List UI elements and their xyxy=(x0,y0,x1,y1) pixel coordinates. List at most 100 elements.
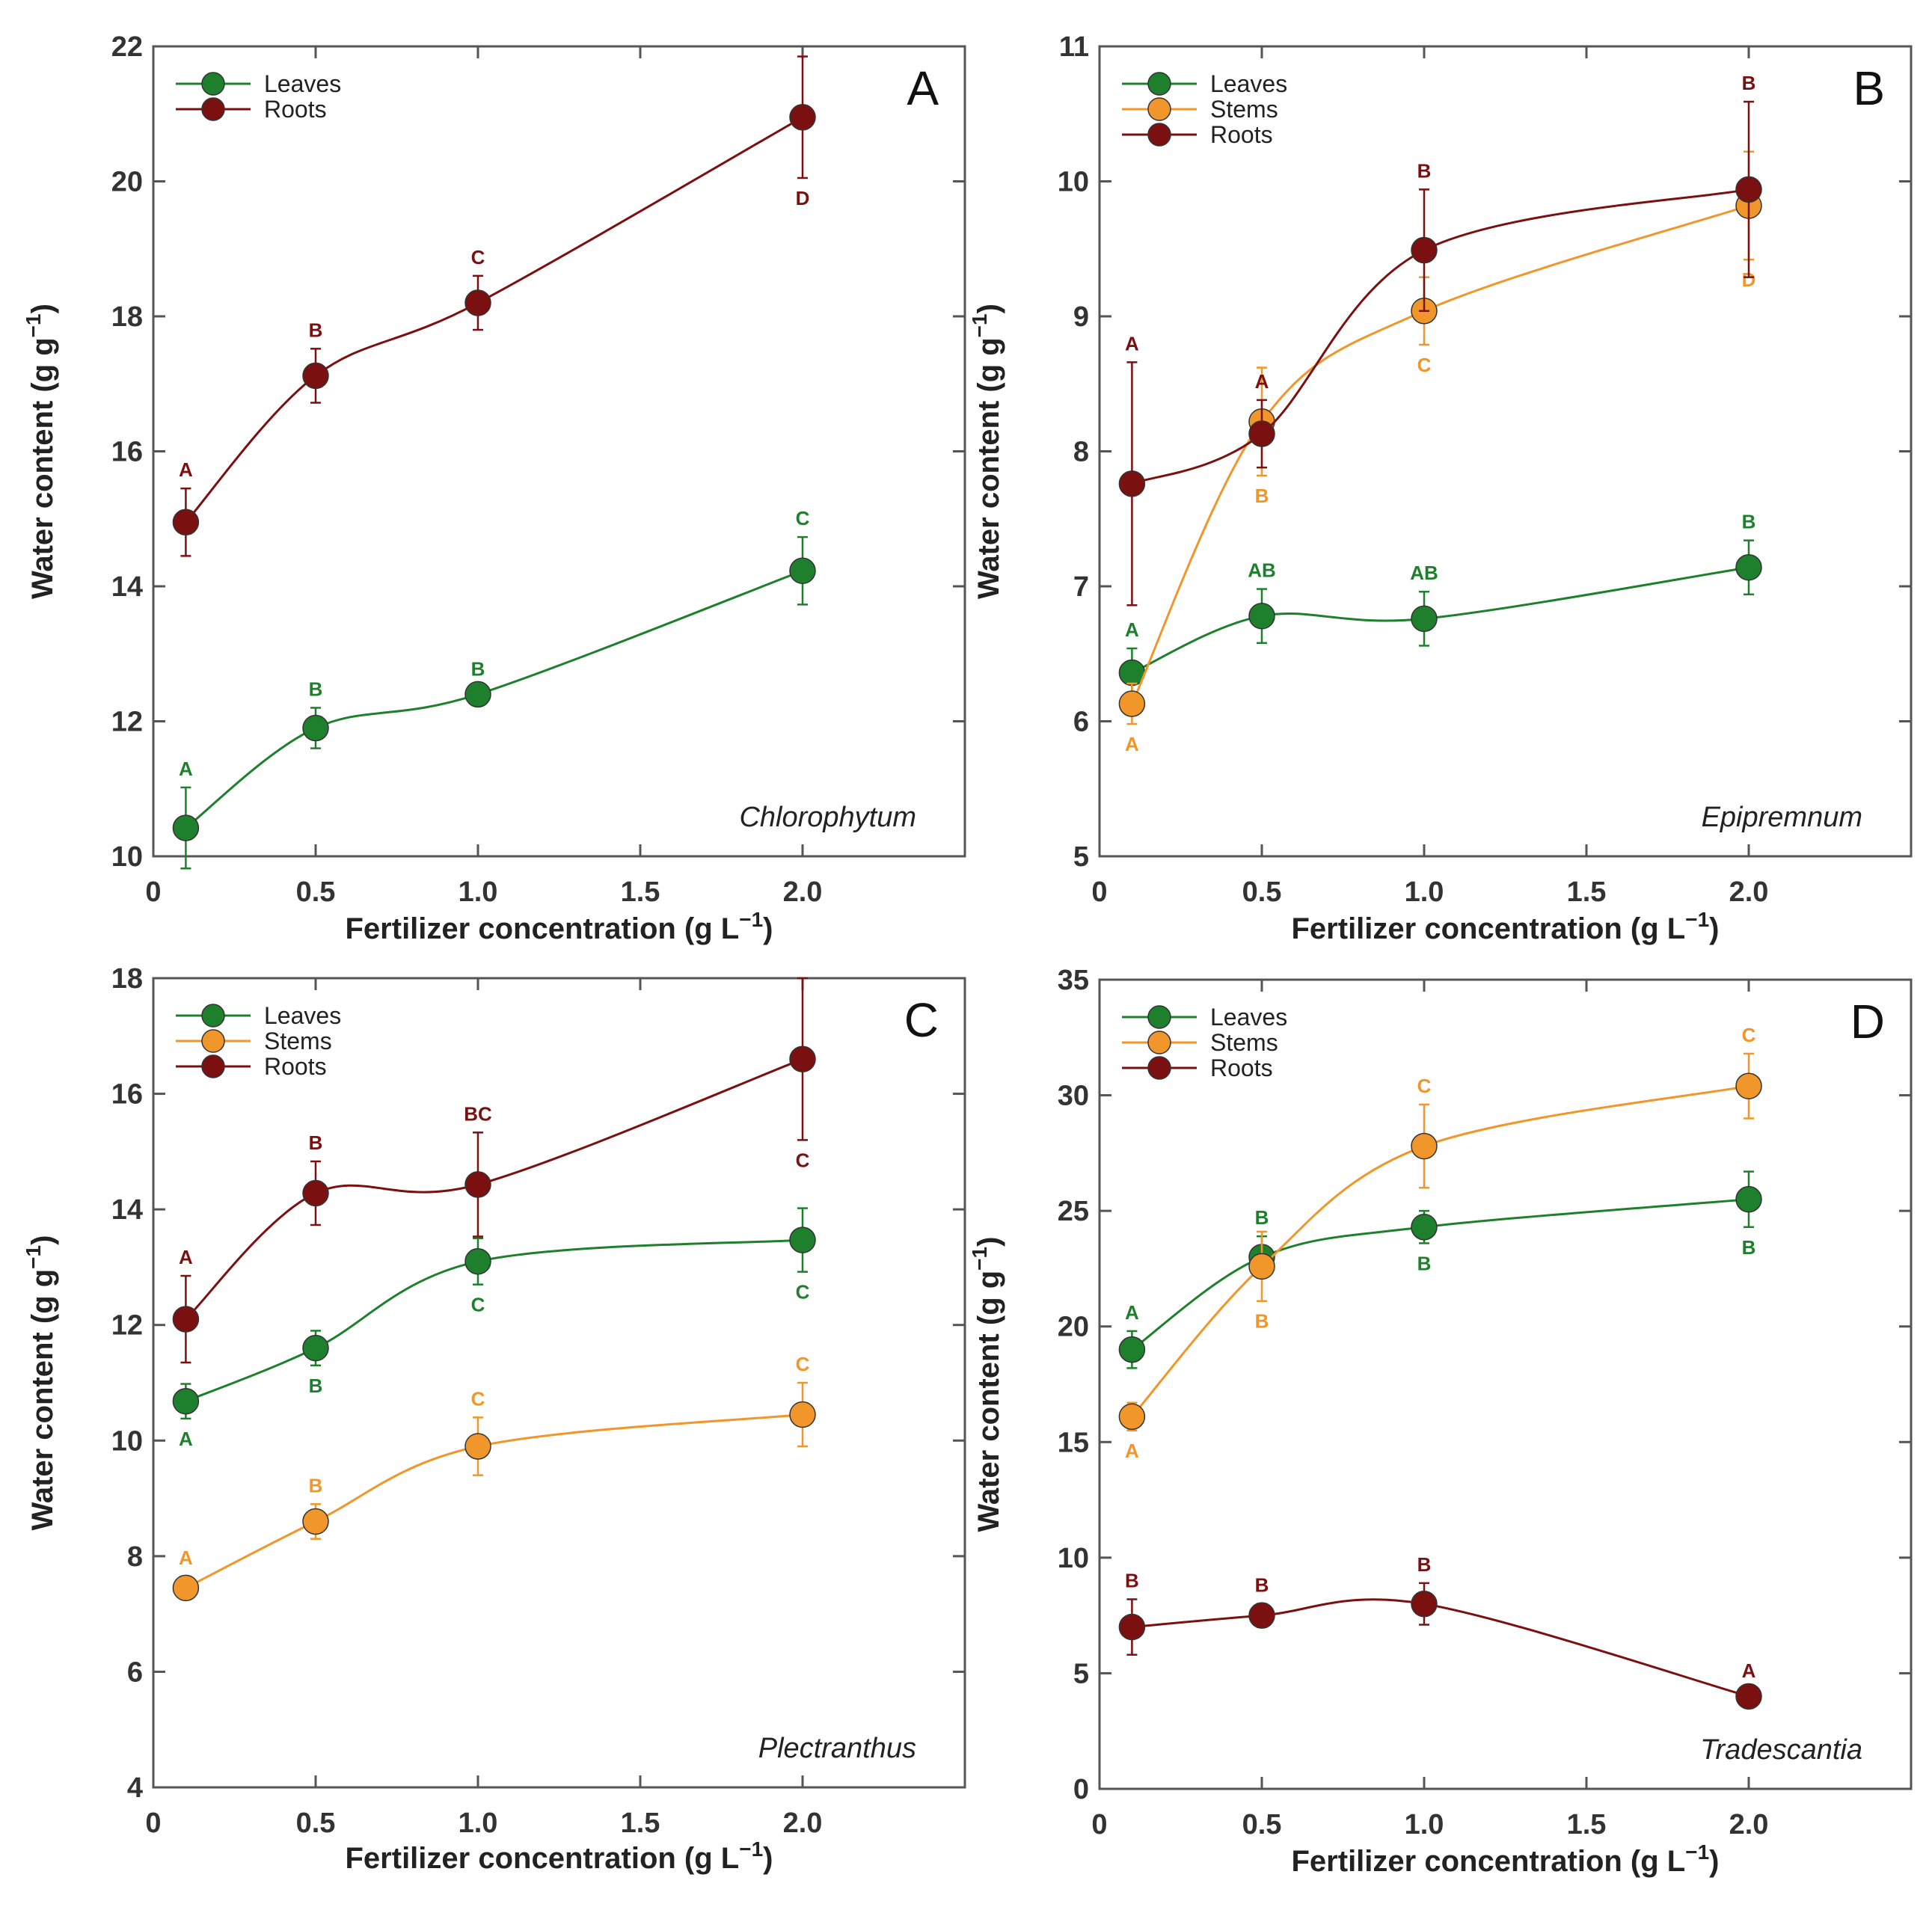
y-axis-label-sup: −1 xyxy=(968,1247,991,1271)
significance-letter: D xyxy=(1742,268,1756,291)
panel-c: 4 6 8 10 12 14 16 18 0 0.5 1.0 1.5 2.0 Fertilizer con… xyxy=(22,963,966,1875)
x-tick-label: 1.5 xyxy=(621,1808,660,1839)
x-tick-label: 2.0 xyxy=(783,1808,823,1839)
significance-letter: B xyxy=(309,319,323,341)
legend-marker xyxy=(1147,123,1171,147)
data-point xyxy=(789,104,816,131)
x-axis-label-sup: −1 xyxy=(739,1837,763,1861)
x-tick-label: 1.5 xyxy=(1567,1809,1607,1840)
data-point xyxy=(302,714,329,742)
legend-marker xyxy=(1147,1031,1171,1054)
data-point xyxy=(464,1247,491,1275)
legend-marker xyxy=(201,1004,225,1028)
data-point xyxy=(1118,1613,1146,1641)
y-tick-label: 11 xyxy=(1059,31,1089,63)
y-axis-label-main: Water content (g g xyxy=(26,1269,59,1531)
x-tick-label: 0.5 xyxy=(296,876,336,908)
data-point xyxy=(172,1387,200,1415)
data-point xyxy=(789,1401,816,1428)
series-leaves: A B C C xyxy=(172,1207,816,1450)
y-tick-label: 5 xyxy=(1073,1658,1089,1689)
x-tick-label: 0 xyxy=(145,876,161,908)
y-tick-label: 0 xyxy=(1073,1774,1089,1805)
significance-letter: D xyxy=(796,187,810,209)
legend-marker xyxy=(201,97,225,121)
significance-letter: B xyxy=(1125,1570,1139,1592)
data-point xyxy=(789,557,816,584)
data-point xyxy=(172,1574,200,1602)
data-point xyxy=(172,1306,200,1333)
y-axis-label: Water content (g g−1) xyxy=(968,1237,1005,1532)
series-stems: A B C C xyxy=(1118,1024,1762,1462)
series-line xyxy=(185,1238,803,1403)
significance-letter: C xyxy=(796,1353,810,1375)
series-stems: A B C C xyxy=(172,1353,816,1602)
panel-letter: B xyxy=(1853,61,1885,115)
significance-letter: A xyxy=(179,758,193,780)
y-axis-label: Water content (g g−1) xyxy=(22,1235,59,1531)
series-leaves: A AB AB B xyxy=(1118,511,1762,698)
x-axis-label: Fertilizer concentration (g L−1) xyxy=(346,1837,773,1875)
data-point xyxy=(1411,236,1438,264)
significance-letter: A xyxy=(179,458,193,481)
panels: 10 12 14 16 18 20 22 0 0.5 1.0 1.5 2.0 Fertilizer co… xyxy=(22,31,1913,1878)
data-point xyxy=(464,681,491,708)
x-axis-label-main: Fertilizer concentration (g L xyxy=(346,1842,740,1875)
x-tick-label: 2.0 xyxy=(783,876,823,908)
significance-letter: C xyxy=(471,1387,485,1410)
legend-label: Leaves xyxy=(264,70,341,97)
series-line xyxy=(185,569,803,829)
data-point xyxy=(1248,602,1275,630)
panel-d: 0 5 10 15 20 25 30 35 0 0.5 1.0 1.5 2.0 Fertilizer co… xyxy=(968,965,1913,1878)
legend-label: Roots xyxy=(1210,1054,1273,1081)
data-point xyxy=(464,289,491,316)
data-point xyxy=(1735,1683,1762,1710)
x-tick-label: 0.5 xyxy=(1242,876,1282,908)
x-axis-label-sup: −1 xyxy=(1685,908,1709,931)
y-axis-label: Water content (g g−1) xyxy=(22,304,59,599)
x-tick-label: 0.5 xyxy=(296,1808,336,1839)
y-axis-label-end: ) xyxy=(26,1235,59,1245)
x-tick-label: 2.0 xyxy=(1729,876,1769,908)
significance-letter: BC xyxy=(464,1102,492,1125)
data-point xyxy=(1118,690,1146,717)
data-point xyxy=(1248,1602,1275,1629)
y-tick-label: 16 xyxy=(111,1079,143,1111)
plot-frame xyxy=(1098,978,1913,1790)
y-tick-label: 14 xyxy=(111,1194,143,1226)
series-line xyxy=(185,1057,803,1321)
panel-letter: A xyxy=(907,61,939,115)
legend-marker xyxy=(1147,97,1171,121)
y-tick-label: 5 xyxy=(1073,841,1089,873)
significance-letter: A xyxy=(1742,1659,1756,1682)
data-point xyxy=(1118,470,1146,497)
data-point xyxy=(1735,1072,1762,1099)
data-point xyxy=(172,814,200,841)
y-tick-label: 12 xyxy=(111,707,143,738)
significance-letter: B xyxy=(1417,1553,1432,1576)
series-line xyxy=(1131,566,1749,674)
y-axis-label-end: ) xyxy=(972,1237,1005,1247)
x-tick-label: 1.0 xyxy=(1405,1809,1444,1840)
series-roots: B B B A xyxy=(1118,1553,1762,1710)
x-axis-label-sup: −1 xyxy=(739,908,763,931)
y-axis-label: Water content (g g−1) xyxy=(968,304,1005,599)
series-leaves: A B B B xyxy=(1118,1170,1762,1369)
series-line xyxy=(1132,1598,1749,1698)
significance-letter: C xyxy=(796,1281,810,1303)
x-axis-label-end: ) xyxy=(1709,912,1719,945)
panel-letter: D xyxy=(1850,995,1885,1048)
data-point xyxy=(1118,1403,1146,1431)
y-axis-label-end: ) xyxy=(972,304,1005,313)
series-line xyxy=(1131,1084,1749,1418)
data-point xyxy=(1411,605,1438,633)
data-point xyxy=(1735,176,1762,203)
legend-label: Roots xyxy=(264,1053,327,1080)
significance-letter: B xyxy=(1255,1310,1269,1333)
legend-marker xyxy=(201,1054,225,1078)
legend-label: Leaves xyxy=(1210,1004,1287,1031)
x-tick-label: 1.0 xyxy=(459,876,498,908)
legend-label: Leaves xyxy=(264,1002,341,1029)
